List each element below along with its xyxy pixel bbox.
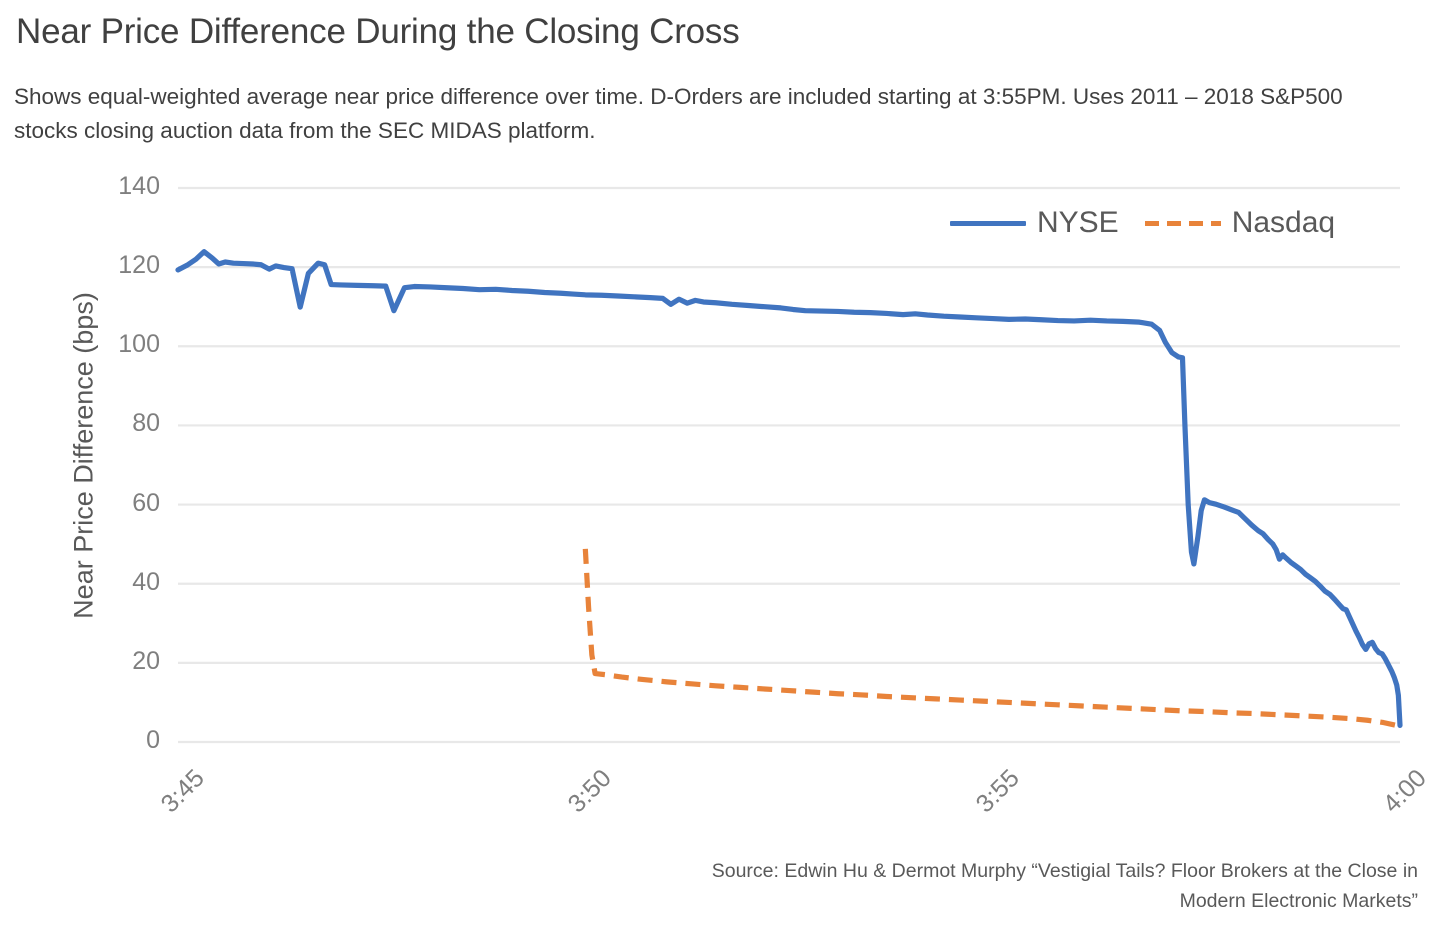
legend-item-nyse[interactable]: NYSE <box>950 206 1119 240</box>
page-title: Near Price Difference During the Closing… <box>16 12 740 51</box>
legend-item-nasdaq[interactable]: Nasdaq <box>1144 206 1336 240</box>
y-axis-tick-label: 140 <box>118 172 160 200</box>
chart-subtitle: Shows equal-weighted average near price … <box>14 84 1343 143</box>
gridlines <box>178 186 1400 744</box>
legend-swatch-nasdaq-icon <box>1144 220 1221 226</box>
series-line-nasdaq <box>582 548 1401 729</box>
y-axis-tick-label: 60 <box>132 488 160 517</box>
series-line-nyse <box>175 249 1403 728</box>
legend-swatch-nyse-icon <box>950 220 1026 226</box>
legend-label-nasdaq: Nasdaq <box>1231 206 1336 239</box>
y-axis-tick-label: 0 <box>146 726 160 754</box>
y-axis-tick-label: 20 <box>132 646 160 675</box>
y-axis-tick-label: 80 <box>132 409 160 438</box>
y-axis-title: Near Price Difference (bps) <box>68 292 99 619</box>
y-axis-tick-label: 40 <box>132 567 160 596</box>
y-axis-tick-label: 120 <box>118 251 160 280</box>
chart-legend: NYSE Nasdaq <box>950 206 1335 240</box>
source-citation: Source: Edwin Hu & Dermot Murphy “Vestig… <box>711 860 1418 912</box>
legend-label-nyse: NYSE <box>1037 206 1119 239</box>
y-axis-tick-label: 100 <box>118 330 160 359</box>
